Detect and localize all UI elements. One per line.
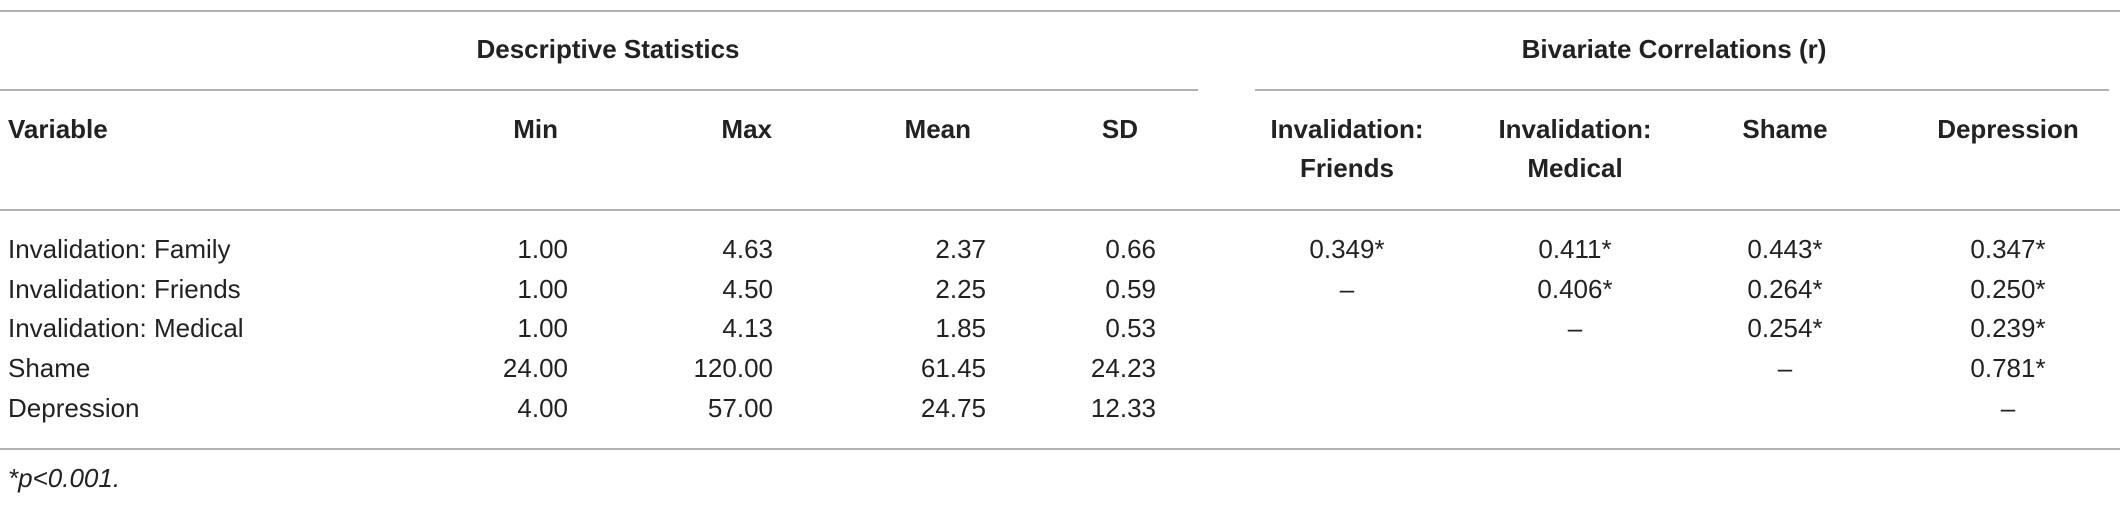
cell: 57.00 (708, 393, 773, 423)
cell: 4.00 (517, 393, 568, 423)
cell: 0.349* (1309, 234, 1384, 264)
cell: 61.45 (921, 353, 986, 383)
group-header: Descriptive Statistics (476, 34, 739, 64)
cell: 0.347* (1970, 234, 2045, 264)
cell: 0.53 (1105, 313, 1156, 343)
row-label: Invalidation: Friends (8, 274, 241, 304)
cell: 1.00 (517, 313, 568, 343)
cell: 0.411* (1538, 234, 1611, 264)
column-header: Min (513, 114, 558, 144)
cell: – (1340, 274, 1355, 304)
cell: 0.264* (1747, 274, 1822, 304)
cell: 0.406* (1537, 274, 1612, 304)
footnote: *p<0.001. (8, 463, 120, 493)
cell: 0.781* (1970, 353, 2045, 383)
cell: 4.13 (722, 313, 773, 343)
cell: 120.00 (693, 353, 773, 383)
column-header: Friends (1300, 153, 1394, 183)
cell: – (1778, 353, 1793, 383)
cell: 4.63 (722, 234, 773, 264)
cell: 0.443* (1747, 234, 1822, 264)
row-label: Shame (8, 353, 90, 383)
cell: 0.254* (1747, 313, 1822, 343)
column-header: Mean (905, 114, 971, 144)
cell: 1.00 (517, 234, 568, 264)
cell: 24.75 (921, 393, 986, 423)
cell: – (2001, 393, 2016, 423)
column-header: Invalidation: (1498, 114, 1651, 144)
cell: 4.50 (722, 274, 773, 304)
column-header: SD (1102, 114, 1138, 144)
column-header: Shame (1742, 114, 1827, 144)
column-header: Medical (1527, 153, 1622, 183)
cell: 2.37 (935, 234, 986, 264)
cell: 1.85 (935, 313, 986, 343)
cell: 12.33 (1091, 393, 1156, 423)
row-label: Invalidation: Medical (8, 313, 244, 343)
cell: 0.59 (1105, 274, 1156, 304)
cell: 2.25 (935, 274, 986, 304)
cell: 1.00 (517, 274, 568, 304)
cell: 0.66 (1105, 234, 1156, 264)
cell: 24.23 (1091, 353, 1156, 383)
column-header: Depression (1937, 114, 2079, 144)
group-header: Bivariate Correlations (r) (1522, 34, 1827, 64)
column-header: Variable (8, 114, 108, 144)
column-header: Max (721, 114, 772, 144)
column-header: Invalidation: (1270, 114, 1423, 144)
row-label: Depression (8, 393, 140, 423)
cell: – (1568, 313, 1583, 343)
cell: 24.00 (503, 353, 568, 383)
cell: 0.239* (1970, 313, 2045, 343)
row-label: Invalidation: Family (8, 234, 231, 264)
cell: 0.250* (1970, 274, 2045, 304)
